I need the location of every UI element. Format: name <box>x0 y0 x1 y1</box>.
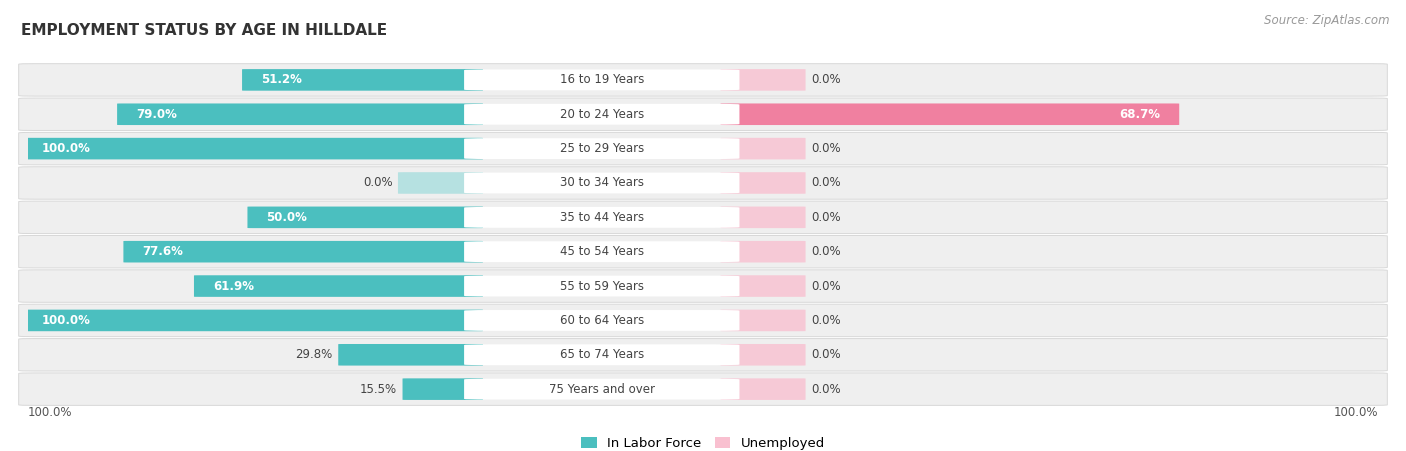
Text: 51.2%: 51.2% <box>262 74 302 87</box>
Text: 45 to 54 Years: 45 to 54 Years <box>560 245 644 258</box>
FancyBboxPatch shape <box>464 69 740 90</box>
FancyBboxPatch shape <box>720 378 806 400</box>
Text: Source: ZipAtlas.com: Source: ZipAtlas.com <box>1264 14 1389 27</box>
Text: 0.0%: 0.0% <box>811 142 841 155</box>
FancyBboxPatch shape <box>720 103 1180 125</box>
FancyBboxPatch shape <box>720 310 806 331</box>
FancyBboxPatch shape <box>720 241 806 262</box>
Text: 20 to 24 Years: 20 to 24 Years <box>560 108 644 121</box>
FancyBboxPatch shape <box>242 69 484 91</box>
Text: 68.7%: 68.7% <box>1119 108 1160 121</box>
FancyBboxPatch shape <box>464 173 740 193</box>
FancyBboxPatch shape <box>464 345 740 365</box>
Text: 50.0%: 50.0% <box>266 211 308 224</box>
Text: 0.0%: 0.0% <box>811 74 841 87</box>
Text: 77.6%: 77.6% <box>142 245 183 258</box>
FancyBboxPatch shape <box>339 344 484 366</box>
Text: 65 to 74 Years: 65 to 74 Years <box>560 348 644 361</box>
FancyBboxPatch shape <box>720 344 806 366</box>
FancyBboxPatch shape <box>18 373 1388 405</box>
FancyBboxPatch shape <box>194 275 484 297</box>
FancyBboxPatch shape <box>720 275 806 297</box>
Text: EMPLOYMENT STATUS BY AGE IN HILLDALE: EMPLOYMENT STATUS BY AGE IN HILLDALE <box>21 23 387 37</box>
FancyBboxPatch shape <box>18 304 1388 336</box>
FancyBboxPatch shape <box>464 241 740 262</box>
FancyBboxPatch shape <box>720 138 806 159</box>
Text: 100.0%: 100.0% <box>1333 406 1378 419</box>
FancyBboxPatch shape <box>18 270 1388 302</box>
Legend: In Labor Force, Unemployed: In Labor Force, Unemployed <box>575 432 831 451</box>
Text: 75 Years and over: 75 Years and over <box>548 382 655 396</box>
FancyBboxPatch shape <box>18 339 1388 371</box>
FancyBboxPatch shape <box>18 64 1388 96</box>
FancyBboxPatch shape <box>247 207 484 228</box>
Text: 29.8%: 29.8% <box>295 348 333 361</box>
Text: 0.0%: 0.0% <box>811 314 841 327</box>
Text: 0.0%: 0.0% <box>811 280 841 293</box>
Text: 16 to 19 Years: 16 to 19 Years <box>560 74 644 87</box>
FancyBboxPatch shape <box>464 379 740 400</box>
Text: 35 to 44 Years: 35 to 44 Years <box>560 211 644 224</box>
FancyBboxPatch shape <box>18 133 1388 165</box>
FancyBboxPatch shape <box>18 167 1388 199</box>
FancyBboxPatch shape <box>464 310 740 331</box>
Text: 79.0%: 79.0% <box>136 108 177 121</box>
FancyBboxPatch shape <box>464 207 740 228</box>
Text: 15.5%: 15.5% <box>360 382 396 396</box>
Text: 0.0%: 0.0% <box>811 382 841 396</box>
Text: 25 to 29 Years: 25 to 29 Years <box>560 142 644 155</box>
Text: 100.0%: 100.0% <box>42 314 90 327</box>
FancyBboxPatch shape <box>22 310 484 331</box>
FancyBboxPatch shape <box>18 201 1388 234</box>
Text: 0.0%: 0.0% <box>363 176 392 189</box>
Text: 0.0%: 0.0% <box>811 245 841 258</box>
FancyBboxPatch shape <box>22 138 484 159</box>
Text: 0.0%: 0.0% <box>811 211 841 224</box>
Text: 100.0%: 100.0% <box>28 406 73 419</box>
Text: 0.0%: 0.0% <box>811 176 841 189</box>
Text: 60 to 64 Years: 60 to 64 Years <box>560 314 644 327</box>
FancyBboxPatch shape <box>402 378 484 400</box>
FancyBboxPatch shape <box>720 69 806 91</box>
FancyBboxPatch shape <box>117 103 484 125</box>
Text: 100.0%: 100.0% <box>42 142 90 155</box>
Text: 30 to 34 Years: 30 to 34 Years <box>560 176 644 189</box>
Text: 61.9%: 61.9% <box>212 280 254 293</box>
FancyBboxPatch shape <box>124 241 484 262</box>
FancyBboxPatch shape <box>18 98 1388 130</box>
FancyBboxPatch shape <box>464 104 740 124</box>
FancyBboxPatch shape <box>18 235 1388 268</box>
FancyBboxPatch shape <box>720 172 806 194</box>
FancyBboxPatch shape <box>464 138 740 159</box>
Text: 0.0%: 0.0% <box>811 348 841 361</box>
FancyBboxPatch shape <box>464 276 740 296</box>
FancyBboxPatch shape <box>398 172 484 194</box>
Text: 55 to 59 Years: 55 to 59 Years <box>560 280 644 293</box>
FancyBboxPatch shape <box>720 207 806 228</box>
